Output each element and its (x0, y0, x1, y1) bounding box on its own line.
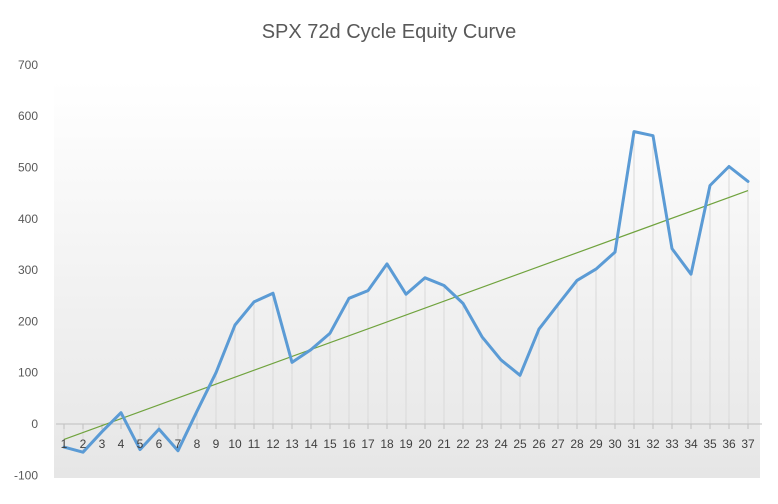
x-tick-label-2: 2 (80, 437, 87, 451)
y-tick-label-700: 700 (18, 58, 38, 72)
x-tick-label-4: 4 (118, 437, 125, 451)
y-axis: -100 0 100 200 300 400 500 600 700 (14, 58, 38, 482)
trendline-layer (63, 190, 749, 440)
x-tick-label-34: 34 (684, 437, 698, 451)
x-tick-label-24: 24 (494, 437, 508, 451)
x-tick-label-21: 21 (437, 437, 451, 451)
trendline (63, 190, 749, 440)
x-tick-label-33: 33 (665, 437, 679, 451)
y-tick-label--100: -100 (14, 468, 38, 482)
x-tick-label-23: 23 (475, 437, 489, 451)
x-tick-label-17: 17 (361, 437, 375, 451)
plot-area (54, 80, 760, 478)
x-tick-label-29: 29 (589, 437, 603, 451)
x-tick-label-19: 19 (399, 437, 413, 451)
x-tick-label-5: 5 (137, 437, 144, 451)
x-tick-label-15: 15 (323, 437, 337, 451)
x-tick-label-20: 20 (418, 437, 432, 451)
x-tick-label-8: 8 (194, 437, 201, 451)
drop-lines (63, 131, 749, 453)
x-tick-label-13: 13 (285, 437, 299, 451)
equity-series-line (62, 130, 750, 454)
x-tick-label-16: 16 (342, 437, 356, 451)
x-tick-label-36: 36 (722, 437, 736, 451)
x-tick-label-11: 11 (248, 437, 261, 451)
y-tick-label-500: 500 (18, 161, 38, 175)
x-tick-label-9: 9 (213, 437, 220, 451)
x-tick-label-1: 1 (61, 437, 68, 451)
x-tick-label-26: 26 (532, 437, 546, 451)
x-tick-label-25: 25 (513, 437, 527, 451)
x-tick-label-7: 7 (175, 437, 182, 451)
x-tick-labels: 1 2 3 4 5 6 7 8 9 10 11 12 13 14 15 16 17 18 19 20 21 22 23 24 2… (61, 437, 755, 451)
y-tick-label-400: 400 (18, 212, 38, 226)
x-tick-label-30: 30 (608, 437, 622, 451)
x-tick-label-37: 37 (741, 437, 755, 451)
x-tick-label-32: 32 (646, 437, 660, 451)
y-tick-label-200: 200 (18, 314, 38, 328)
x-tick-label-6: 6 (156, 437, 163, 451)
x-tick-label-10: 10 (228, 437, 242, 451)
y-tick-label-600: 600 (18, 109, 38, 123)
y-tick-label-300: 300 (18, 263, 38, 277)
x-tick-label-31: 31 (627, 437, 641, 451)
x-tick-label-12: 12 (266, 437, 280, 451)
series-layer (62, 130, 750, 454)
x-tick-label-35: 35 (703, 437, 717, 451)
x-tick-label-14: 14 (304, 437, 318, 451)
x-tick-label-18: 18 (380, 437, 394, 451)
chart-title: SPX 72d Cycle Equity Curve (262, 21, 517, 43)
y-tick-label-100: 100 (18, 366, 38, 380)
y-tick-label-0: 0 (31, 417, 38, 431)
x-tick-label-27: 27 (551, 437, 565, 451)
x-tick-label-3: 3 (99, 437, 106, 451)
x-tick-label-28: 28 (570, 437, 584, 451)
x-tick-label-22: 22 (456, 437, 470, 451)
